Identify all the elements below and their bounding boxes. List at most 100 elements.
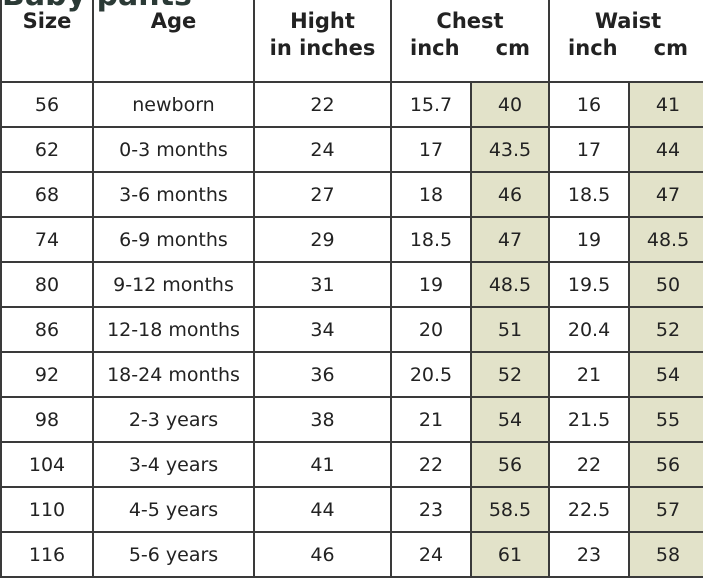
- cell-size: 104: [0, 441, 94, 488]
- cell-age: 3-4 years: [92, 441, 255, 488]
- cell-height: 44: [253, 486, 392, 533]
- cell-waist-cm: 41: [628, 81, 703, 128]
- cell-size: 98: [0, 396, 94, 443]
- cell-size: 62: [0, 126, 94, 173]
- cell-size: 68: [0, 171, 94, 218]
- cell-waist-cm: 47: [628, 171, 703, 218]
- header-waist-label: Waist: [594, 9, 662, 33]
- cell-age: 6-9 months: [92, 216, 255, 263]
- cell-size: 56: [0, 81, 94, 128]
- cell-age: newborn: [92, 81, 255, 128]
- cell-height: 34: [253, 306, 392, 353]
- table-row: 56 newborn 22 15.7 40 16 41: [0, 81, 703, 128]
- header-waist-inch: inch: [568, 36, 618, 60]
- cell-size: 110: [0, 486, 94, 533]
- cell-waist-cm: 57: [628, 486, 703, 533]
- header-size: Size: [0, 0, 94, 83]
- cell-waist-cm: 54: [628, 351, 703, 398]
- cell-waist-cm: 50: [628, 261, 703, 308]
- cell-waist-cm: 56: [628, 441, 703, 488]
- cell-waist-inch: 23: [548, 531, 631, 578]
- cell-waist-inch: 18.5: [548, 171, 631, 218]
- cell-waist-cm: 44: [628, 126, 703, 173]
- cell-chest-inch: 18.5: [390, 216, 472, 263]
- cell-chest-inch: 19: [390, 261, 472, 308]
- cell-waist-inch: 22: [548, 441, 631, 488]
- cell-height: 22: [253, 81, 392, 128]
- cell-age: 5-6 years: [92, 531, 255, 578]
- cell-height: 38: [253, 396, 392, 443]
- cell-height: 31: [253, 261, 392, 308]
- header-waist-cm: cm: [653, 36, 688, 60]
- table-row: 110 4-5 years 44 23 58.5 22.5 57: [0, 486, 703, 533]
- cell-chest-cm: 52: [469, 351, 551, 398]
- cell-chest-inch: 15.7: [390, 81, 472, 128]
- cell-chest-inch: 18: [390, 171, 472, 218]
- cell-size: 80: [0, 261, 94, 308]
- cell-waist-inch: 17: [548, 126, 631, 173]
- cell-age: 9-12 months: [92, 261, 255, 308]
- cell-chest-cm: 61: [469, 531, 551, 578]
- cell-age: 12-18 months: [92, 306, 255, 353]
- cell-waist-cm: 52: [628, 306, 703, 353]
- cell-waist-cm: 55: [628, 396, 703, 443]
- cell-waist-cm: 58: [628, 531, 703, 578]
- cell-chest-inch: 17: [390, 126, 472, 173]
- cell-chest-inch: 22: [390, 441, 472, 488]
- cell-height: 36: [253, 351, 392, 398]
- cell-waist-cm: 48.5: [628, 216, 703, 263]
- header-height-line1: Hight: [290, 9, 355, 33]
- cell-chest-cm: 46: [469, 171, 551, 218]
- cell-chest-cm: 43.5: [469, 126, 551, 173]
- cell-chest-cm: 54: [469, 396, 551, 443]
- cell-waist-inch: 16: [548, 81, 631, 128]
- cell-height: 27: [253, 171, 392, 218]
- cell-age: 18-24 months: [92, 351, 255, 398]
- cell-size: 74: [0, 216, 94, 263]
- cell-height: 24: [253, 126, 392, 173]
- cell-age: 0-3 months: [92, 126, 255, 173]
- cell-waist-inch: 20.4: [548, 306, 631, 353]
- table-row: 98 2-3 years 38 21 54 21.5 55: [0, 396, 703, 443]
- cell-size: 86: [0, 306, 94, 353]
- header-row: Size Age Hight in inches Chest inch cm Wais…: [0, 0, 703, 83]
- table-row: 86 12-18 months 34 20 51 20.4 52: [0, 306, 703, 353]
- table-row: 74 6-9 months 29 18.5 47 19 48.5: [0, 216, 703, 263]
- cell-waist-inch: 22.5: [548, 486, 631, 533]
- table-row: 80 9-12 months 31 19 48.5 19.5 50: [0, 261, 703, 308]
- table-row: 62 0-3 months 24 17 43.5 17 44: [0, 126, 703, 173]
- header-height-line2: in inches: [269, 36, 376, 60]
- table-row: 68 3-6 months 27 18 46 18.5 47: [0, 171, 703, 218]
- cell-chest-cm: 40: [469, 81, 551, 128]
- cell-chest-inch: 20: [390, 306, 472, 353]
- cell-chest-cm: 56: [469, 441, 551, 488]
- table-row: 116 5-6 years 46 24 61 23 58: [0, 531, 703, 578]
- cell-waist-inch: 21.5: [548, 396, 631, 443]
- cell-chest-cm: 51: [469, 306, 551, 353]
- header-chest: Chest inch cm: [389, 0, 551, 83]
- cell-waist-inch: 19: [548, 216, 631, 263]
- cell-chest-cm: 58.5: [469, 486, 551, 533]
- cell-age: 4-5 years: [92, 486, 255, 533]
- cell-height: 46: [253, 531, 392, 578]
- table-row: 104 3-4 years 41 22 56 22 56: [0, 441, 703, 488]
- header-chest-cm: cm: [495, 36, 530, 60]
- cell-chest-cm: 47: [469, 216, 551, 263]
- cell-chest-inch: 20.5: [390, 351, 472, 398]
- cell-height: 29: [253, 216, 392, 263]
- cell-chest-inch: 23: [390, 486, 472, 533]
- header-age: Age: [92, 0, 255, 83]
- header-height: Hight in inches: [253, 0, 392, 83]
- cell-size: 92: [0, 351, 94, 398]
- cell-waist-inch: 21: [548, 351, 631, 398]
- cell-age: 3-6 months: [92, 171, 255, 218]
- cell-size: 116: [0, 531, 94, 578]
- table-row: 92 18-24 months 36 20.5 52 21 54: [0, 351, 703, 398]
- header-chest-inch: inch: [410, 36, 460, 60]
- cell-height: 41: [253, 441, 392, 488]
- header-chest-label: Chest: [436, 9, 504, 33]
- cell-chest-inch: 24: [390, 531, 472, 578]
- cell-chest-cm: 48.5: [469, 261, 551, 308]
- cell-waist-inch: 19.5: [548, 261, 631, 308]
